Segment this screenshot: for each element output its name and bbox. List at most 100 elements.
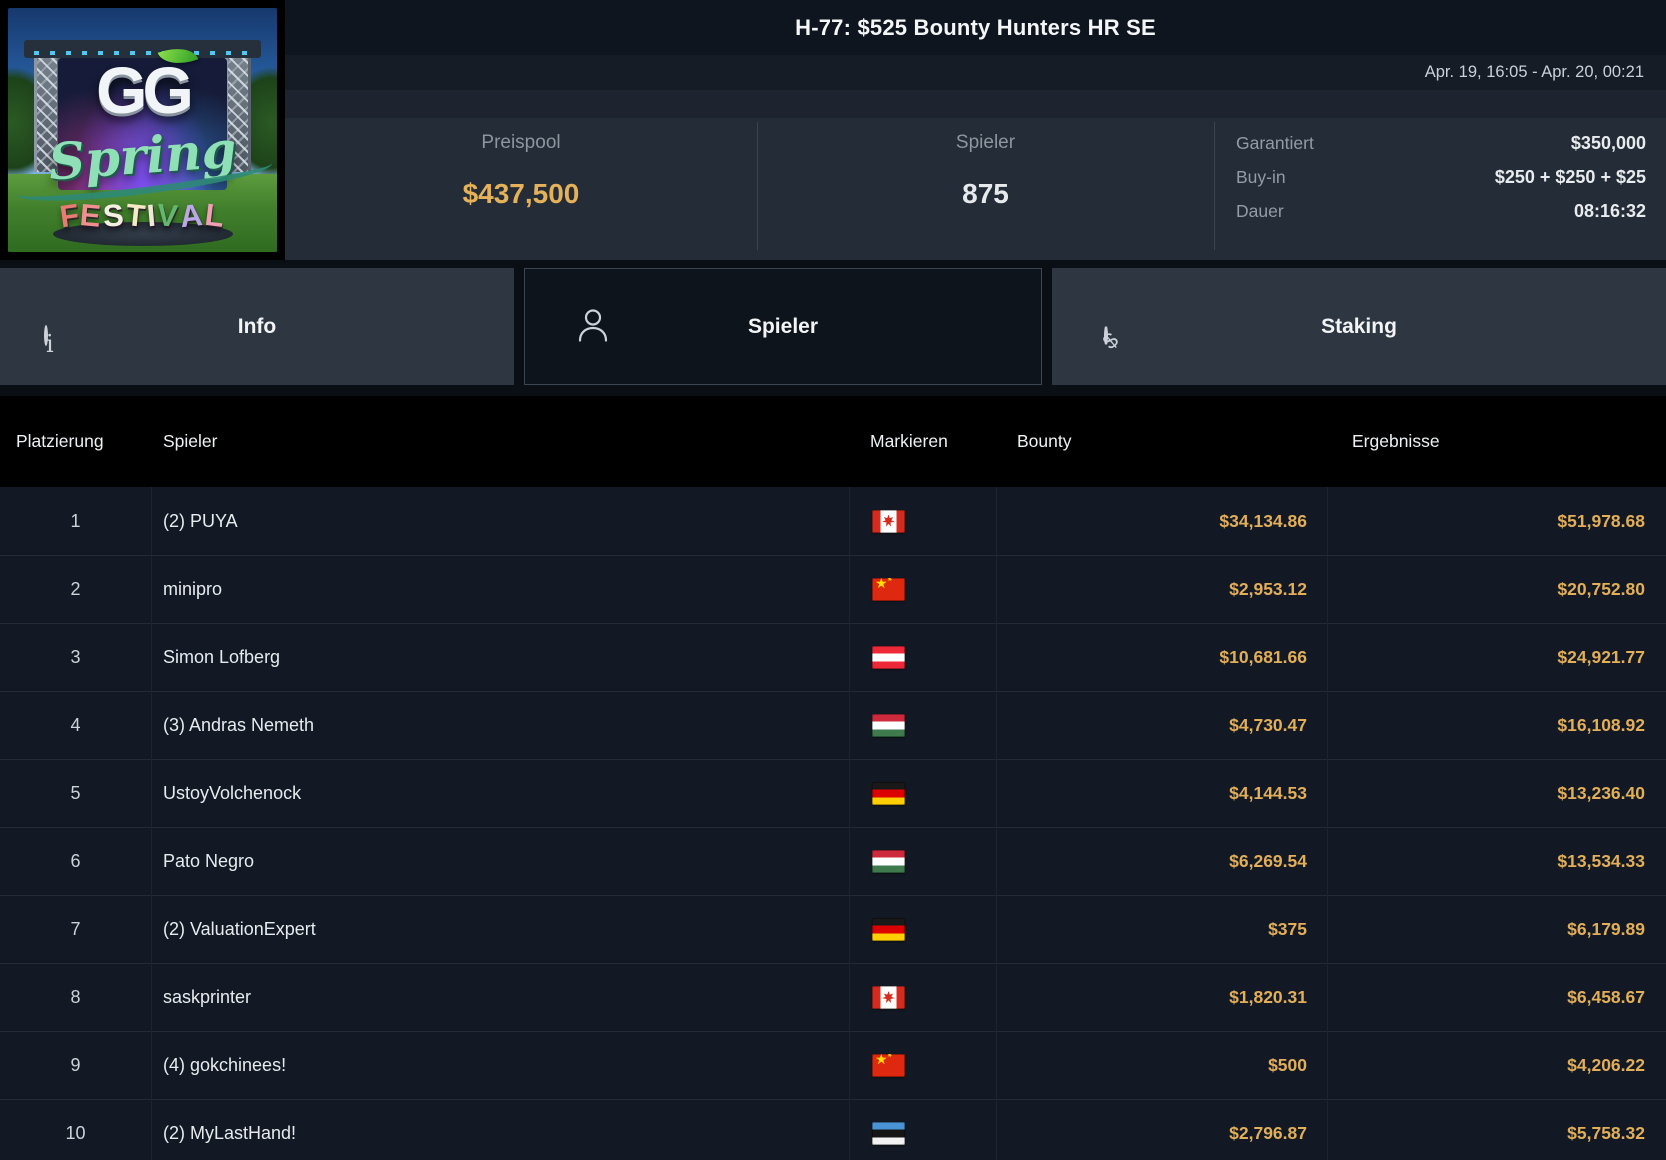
player-name: (4) gokchinees! bbox=[152, 1031, 850, 1100]
player-name: (2) PUYA bbox=[152, 487, 850, 555]
tab-info[interactable]: Info bbox=[0, 268, 514, 385]
estonia-flag-icon bbox=[872, 1122, 905, 1145]
flag-cell bbox=[850, 487, 997, 555]
bounty-value: $34,134.86 bbox=[1219, 510, 1307, 531]
rank-cell: 7 bbox=[0, 895, 152, 964]
china-flag-icon bbox=[872, 578, 905, 601]
flag-cell bbox=[850, 759, 997, 828]
rank-cell: 9 bbox=[0, 1031, 152, 1100]
gg-logo-text: GG bbox=[96, 53, 194, 127]
tab-spieler[interactable]: Spieler bbox=[524, 268, 1042, 385]
festival-letter: E bbox=[79, 197, 105, 234]
buyin-label: Buy-in bbox=[1236, 167, 1286, 187]
prizepool-label: Preispool bbox=[481, 132, 561, 153]
buyin-row: Buy-in $250 + $250 + $25 bbox=[1236, 160, 1646, 194]
guarantee-value: $350,000 bbox=[1570, 133, 1646, 153]
flag-cell bbox=[850, 555, 997, 624]
duration-label: Dauer bbox=[1236, 201, 1284, 221]
germany-flag-icon bbox=[872, 918, 905, 941]
canada-flag-icon bbox=[872, 509, 905, 533]
player-name: minipro bbox=[152, 555, 850, 624]
china-flag-icon bbox=[872, 1054, 905, 1077]
players-label: Spieler bbox=[955, 132, 1016, 153]
table-row[interactable]: 1 (2) PUYA $34,134.86 $51,978.68 bbox=[0, 487, 1666, 555]
event-logo: GG Spring FESTIVAL bbox=[0, 0, 285, 260]
spring-festival-logo-art: GG Spring FESTIVAL bbox=[8, 8, 277, 252]
duration-row: Dauer 08:16:32 bbox=[1236, 194, 1646, 228]
column-header-spieler: Spieler bbox=[163, 431, 218, 451]
table-row[interactable]: 5 UstoyVolchenock $4,144.53 $13,236.40 bbox=[0, 759, 1666, 828]
bounty-value: $2,953.12 bbox=[1229, 579, 1307, 599]
bounty-value: $4,730.47 bbox=[1229, 715, 1307, 735]
table-row[interactable]: 4 (3) Andras Nemeth $4,730.47 $16,108.92 bbox=[0, 691, 1666, 760]
tab-spieler-label: Spieler bbox=[747, 314, 819, 338]
result-value: $20,752.80 bbox=[1557, 579, 1645, 599]
tournament-title: H-77: $525 Bounty Hunters HR SE bbox=[795, 15, 1156, 40]
guarantee-row: Garantiert $350,000 bbox=[1236, 126, 1646, 160]
result-value: $5,758.32 bbox=[1567, 1123, 1645, 1143]
table-row[interactable]: 9 (4) gokchinees! $500 $4,206.22 bbox=[0, 1031, 1666, 1100]
person-icon bbox=[573, 304, 613, 349]
player-name: Simon Lofberg bbox=[152, 623, 850, 692]
players-value: 875 bbox=[962, 178, 1009, 209]
table-row[interactable]: 6 Pato Negro $6,269.54 $13,534.33 bbox=[0, 827, 1666, 896]
rank-cell: 4 bbox=[0, 691, 152, 760]
column-header-ergebnisse: Ergebnisse bbox=[1352, 431, 1440, 451]
player-name: (2) ValuationExpert bbox=[152, 895, 850, 964]
flag-cell bbox=[850, 691, 997, 760]
festival-logo-text: FESTIVAL bbox=[8, 196, 277, 235]
rank-cell: 1 bbox=[0, 487, 152, 555]
table-row[interactable]: 2 minipro $2,953.12 $20,752.80 bbox=[0, 555, 1666, 624]
tab-staking[interactable]: Staking bbox=[1052, 268, 1666, 385]
rank-cell: 10 bbox=[0, 1099, 152, 1160]
canada-flag-icon bbox=[872, 986, 905, 1009]
stage-screen bbox=[58, 58, 227, 190]
stage-roof bbox=[24, 40, 261, 58]
flag-cell bbox=[850, 623, 997, 692]
results-table-header: Platzierung Spieler Markieren Bounty Erg… bbox=[0, 396, 1666, 487]
flag-cell bbox=[850, 827, 997, 896]
festival-letter: A bbox=[178, 196, 207, 235]
tab-bar: Info Spieler Staking bbox=[0, 268, 1666, 385]
column-header-bounty: Bounty bbox=[1017, 431, 1072, 451]
player-name: Pato Negro bbox=[152, 827, 850, 896]
player-name: saskprinter bbox=[152, 963, 850, 1032]
tab-info-label: Info bbox=[237, 314, 277, 338]
flag-cell bbox=[850, 895, 997, 964]
table-row[interactable]: 10 (2) MyLastHand! $2,796.87 $5,758.32 bbox=[0, 1099, 1666, 1160]
column-header-platzierung: Platzierung bbox=[16, 431, 104, 451]
duration-value: 08:16:32 bbox=[1573, 201, 1646, 221]
bounty-value: $2,796.87 bbox=[1229, 1123, 1307, 1143]
prizepool-stat: Preispool $437,500 bbox=[285, 118, 757, 260]
result-value: $4,206.22 bbox=[1567, 1055, 1645, 1075]
hungary-flag-icon bbox=[872, 850, 905, 873]
flag-cell bbox=[850, 963, 997, 1032]
bounty-value: $10,681.66 bbox=[1219, 647, 1307, 667]
player-name: (2) MyLastHand! bbox=[152, 1099, 850, 1160]
buyin-value: $250 + $250 + $25 bbox=[1494, 167, 1646, 187]
rank-cell: 5 bbox=[0, 759, 152, 828]
result-value: $16,108.92 bbox=[1557, 715, 1645, 735]
table-row[interactable]: 8 saskprinter $1,820.31 $6,458.67 bbox=[0, 963, 1666, 1032]
bounty-value: $6,269.54 bbox=[1229, 851, 1307, 871]
bounty-value: $4,144.53 bbox=[1229, 783, 1307, 803]
result-value: $13,534.33 bbox=[1557, 851, 1645, 871]
tab-staking-label: Staking bbox=[1321, 314, 1397, 338]
rank-cell: 3 bbox=[0, 623, 152, 692]
tournament-date-range: Apr. 19, 16:05 - Apr. 20, 00:21 bbox=[1424, 63, 1644, 81]
result-value: $13,236.40 bbox=[1557, 783, 1645, 803]
bounty-value: $375 bbox=[1268, 919, 1307, 939]
stage-base bbox=[52, 222, 233, 246]
flag-cell bbox=[850, 1031, 997, 1100]
table-row[interactable]: 7 (2) ValuationExpert $375 $6,179.89 bbox=[0, 895, 1666, 964]
guarantee-label: Garantiert bbox=[1236, 133, 1314, 153]
table-row[interactable]: 3 Simon Lofberg $10,681.66 $24,921.77 bbox=[0, 623, 1666, 692]
germany-flag-icon bbox=[872, 782, 905, 805]
results-table-body[interactable]: 1 (2) PUYA $34,134.86 $51,978.68 2 minip… bbox=[0, 487, 1666, 1160]
result-value: $6,458.67 bbox=[1567, 987, 1645, 1007]
stats-divider bbox=[757, 122, 758, 250]
flag-cell bbox=[850, 1099, 997, 1160]
hungary-flag-icon bbox=[872, 714, 905, 737]
bounty-value: $1,820.31 bbox=[1229, 987, 1307, 1007]
